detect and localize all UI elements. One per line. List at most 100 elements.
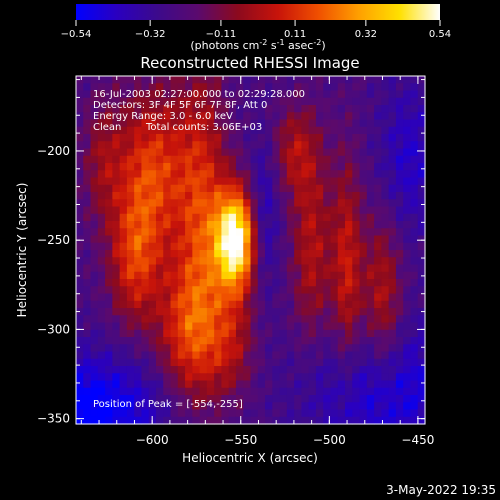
heatmap-cell — [126, 242, 135, 251]
heatmap-cell — [352, 293, 361, 302]
heatmap-cell — [286, 250, 295, 258]
heatmap-cell — [170, 416, 179, 425]
heatmap-cell — [105, 308, 113, 316]
heatmap-cell — [308, 250, 317, 258]
heatmap-cell — [119, 337, 128, 345]
heatmap-cell — [141, 76, 150, 84]
heatmap-cell — [221, 90, 230, 99]
heatmap-cell — [337, 351, 346, 360]
heatmap-cell — [214, 126, 223, 135]
heatmap-cell — [410, 235, 419, 244]
heatmap-cell — [257, 90, 266, 99]
heatmap-cell — [388, 235, 397, 244]
heatmap-cell — [337, 322, 346, 331]
heatmap-cell — [257, 163, 266, 171]
heatmap-cell — [76, 134, 84, 142]
heatmap-cell — [119, 329, 128, 338]
heatmap-cell — [410, 344, 419, 353]
heatmap-cell — [352, 366, 361, 374]
heatmap-cell — [366, 228, 375, 237]
heatmap-cell — [112, 199, 121, 208]
heatmap-cell — [243, 228, 252, 237]
heatmap-cell — [228, 235, 237, 244]
heatmap-cell — [90, 387, 99, 396]
heatmap-cell — [359, 228, 368, 237]
heatmap-cell — [250, 126, 259, 135]
heatmap-cell — [359, 90, 368, 99]
heatmap-cell — [417, 228, 426, 237]
heatmap-cell — [410, 322, 419, 331]
heatmap-cell — [301, 163, 310, 171]
heatmap-cell — [155, 322, 164, 331]
heatmap-cell — [112, 126, 121, 135]
heatmap-cell — [97, 293, 106, 302]
heatmap-cell — [381, 76, 390, 84]
heatmap-cell — [286, 264, 295, 273]
footer-date: 3-May-2022 19:35 — [386, 483, 496, 497]
heatmap-cell — [250, 308, 259, 316]
heatmap-cell — [141, 126, 150, 135]
heatmap-cell — [228, 242, 237, 251]
heatmap-cell — [170, 373, 179, 382]
heatmap-cell — [250, 221, 259, 229]
heatmap-cell — [395, 351, 404, 360]
heatmap-cell — [286, 337, 295, 345]
heatmap-cell — [323, 97, 332, 106]
heatmap-cell — [403, 373, 412, 382]
heatmap-cell — [119, 141, 128, 150]
heatmap-cell — [97, 213, 106, 222]
heatmap-cell — [308, 264, 317, 273]
heatmap-cell — [381, 264, 390, 273]
heatmap-cell — [330, 192, 339, 200]
heatmap-cell — [228, 387, 237, 396]
heatmap-cell — [337, 257, 346, 266]
heatmap-cell — [155, 315, 164, 324]
heatmap-cell — [395, 308, 404, 316]
heatmap-cell — [395, 242, 404, 251]
heatmap-cell — [83, 177, 92, 186]
heatmap-cell — [76, 250, 84, 258]
heatmap-cell — [170, 206, 179, 215]
heatmap-cell — [76, 83, 84, 92]
heatmap-cell — [221, 228, 230, 237]
heatmap-cell — [163, 134, 172, 142]
heatmap-cell — [403, 344, 412, 353]
heatmap-cell — [112, 112, 121, 121]
heatmap-cell — [177, 184, 186, 193]
heatmap-cell — [141, 184, 150, 193]
heatmap-cell — [105, 170, 113, 179]
heatmap-cell — [250, 286, 259, 295]
heatmap-cell — [381, 134, 390, 142]
heatmap-cell — [301, 380, 310, 389]
heatmap-cell — [235, 105, 244, 113]
heatmap-cell — [206, 300, 215, 309]
heatmap-cell — [141, 329, 150, 338]
heatmap-cell — [170, 199, 179, 208]
heatmap-cell — [388, 141, 397, 150]
heatmap-cell — [221, 235, 230, 244]
heatmap-cell — [337, 395, 346, 403]
heatmap-cell — [286, 366, 295, 374]
heatmap-cell — [83, 395, 92, 403]
heatmap-cell — [199, 308, 208, 316]
heatmap-cell — [359, 409, 368, 418]
heatmap-cell — [76, 119, 84, 128]
heatmap-cell — [381, 235, 390, 244]
heatmap-cell — [381, 358, 390, 367]
heatmap-cell — [345, 213, 353, 222]
y-tick-label: −350 — [37, 412, 70, 426]
heatmap-cell — [119, 163, 128, 171]
heatmap-cell — [279, 76, 288, 84]
heatmap-cell — [228, 228, 237, 237]
heatmap-cell — [214, 344, 223, 353]
heatmap-cell — [374, 126, 382, 135]
heatmap-cell — [141, 358, 150, 367]
heatmap-cell — [272, 141, 281, 150]
heatmap-cell — [250, 279, 259, 287]
heatmap-cell — [235, 373, 244, 382]
heatmap-cell — [76, 366, 84, 374]
heatmap-cell — [170, 134, 179, 142]
heatmap-cell — [90, 155, 99, 164]
heatmap-cell — [330, 373, 339, 382]
heatmap-cell — [272, 206, 281, 215]
